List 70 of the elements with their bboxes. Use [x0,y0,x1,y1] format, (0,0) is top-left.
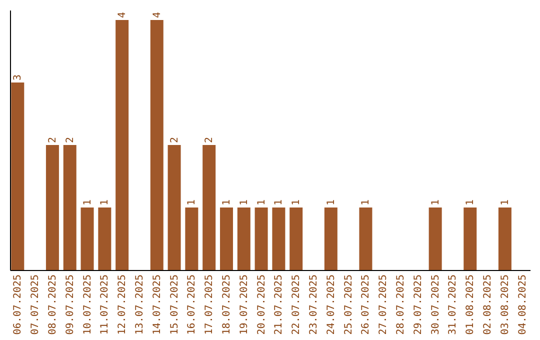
bar [464,208,477,270]
x-tick-label: 15.07.2025 [169,274,180,335]
x-tick-label: 27.07.2025 [378,274,390,335]
x-tick-label: 25.07.2025 [343,274,354,335]
bar [359,208,372,270]
bar [498,208,512,270]
bar [150,20,164,270]
data-label: 2 [169,136,180,143]
data-label: 1 [360,199,372,206]
bar [220,208,233,270]
bar [11,82,24,270]
x-tick-label: 08.07.2025 [47,274,58,335]
data-label: 3 [12,74,24,80]
x-tick-label: 21.07.2025 [274,274,285,335]
data-label: 4 [117,12,128,18]
bar [237,208,250,270]
bar [185,208,198,270]
data-label: 1 [221,199,232,206]
x-tick-label: 03.08.2025 [500,274,511,335]
x-tick-label: 24.07.2025 [326,274,337,335]
data-label: 1 [500,199,511,206]
bar [80,208,94,270]
data-label: 1 [274,199,285,206]
bar [202,145,216,270]
data-label: 1 [186,199,198,206]
data-label: 1 [256,199,268,206]
bar [168,145,181,270]
data-label: 1 [238,199,250,206]
x-tick-label: 10.07.2025 [82,274,94,335]
x-tick-label: 31.07.2025 [448,274,459,335]
x-tick-label: 16.07.2025 [186,274,198,335]
data-label: 2 [47,136,58,143]
data-label: 1 [465,199,476,206]
x-tick-label: 28.07.2025 [396,274,407,335]
bar [290,208,303,270]
x-tick-label: 20.07.2025 [256,274,268,335]
bar [428,208,442,270]
x-tick-label: 22.07.2025 [291,274,302,335]
x-tick-label: 14.07.2025 [152,274,163,335]
bar [324,208,338,270]
data-label: 1 [326,199,337,206]
x-tick-label: 26.07.2025 [360,274,372,335]
x-tick-label: 19.07.2025 [238,274,250,335]
data-label: 4 [152,12,163,18]
bar [46,145,59,270]
x-tick-label: 29.07.2025 [412,274,424,335]
x-tick-label: 07.07.2025 [30,274,42,335]
x-tick-label: 04.08.2025 [517,274,528,335]
data-label: 1 [82,199,94,206]
x-tick-label: 30.07.2025 [430,274,442,335]
x-tick-label: 11.07.2025 [100,274,111,335]
bar [272,208,286,270]
x-tick-label: 23.07.2025 [308,274,320,335]
bar [116,20,129,270]
data-label: 2 [204,136,216,143]
x-tick-label: 17.07.2025 [204,274,216,335]
data-label: 1 [291,199,302,206]
x-tick-label: 12.07.2025 [117,274,128,335]
data-label: 1 [430,199,442,206]
x-tick-label: 13.07.2025 [134,274,146,335]
bar [63,145,76,270]
bar [254,208,268,270]
data-label: 1 [100,199,111,206]
x-tick-label: 02.08.2025 [482,274,494,335]
x-tick-label: 01.08.2025 [465,274,476,335]
x-tick-label: 09.07.2025 [64,274,76,335]
bar [98,208,112,270]
x-tick-label: 06.07.2025 [12,274,24,335]
x-tick-label: 18.07.2025 [221,274,232,335]
data-label: 2 [64,136,76,143]
